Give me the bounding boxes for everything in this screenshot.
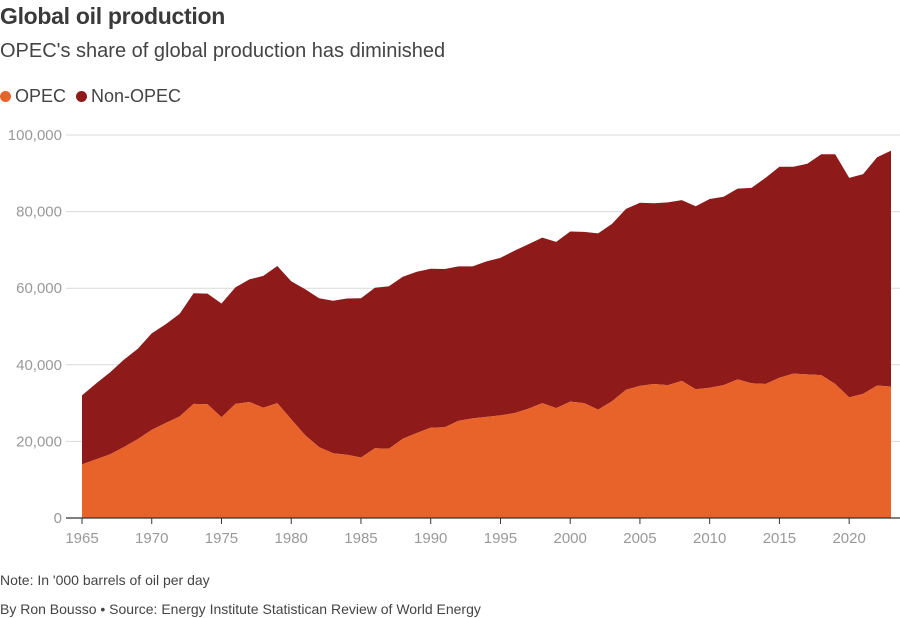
y-tick-label: 60,000: [16, 280, 62, 297]
y-tick-label: 100,000: [8, 127, 62, 144]
area-chart: 0 20,000 40,000 60,000 80,000 100,000 1965 1970…: [8, 127, 900, 547]
legend: OPEC Non-OPEC: [0, 86, 191, 107]
x-tick-label: 2020: [832, 530, 865, 547]
y-tick-label: 0: [54, 510, 62, 527]
legend-label-opec: OPEC: [15, 86, 67, 106]
x-tick-label: 2000: [554, 530, 587, 547]
legend-item-non-opec: Non-OPEC: [76, 86, 181, 107]
footer-byline: By Ron Bousso • Source: Energy Institute…: [0, 601, 481, 617]
chart-subtitle: OPEC's share of global production has di…: [0, 40, 446, 62]
area-non-opec: [82, 150, 891, 465]
legend-swatch-opec: [0, 91, 11, 102]
y-tick-label: 20,000: [16, 433, 62, 450]
x-tick-label: 1980: [275, 530, 308, 547]
x-tick-label: 2010: [693, 530, 726, 547]
x-tick-label: 2005: [623, 530, 656, 547]
y-tick-label: 80,000: [16, 204, 62, 221]
x-tick-label: 1985: [344, 530, 377, 547]
legend-label-non-opec: Non-OPEC: [91, 86, 182, 106]
x-tick-label: 2015: [763, 530, 796, 547]
footer-note: Note: In '000 barrels of oil per day: [0, 572, 210, 588]
area-layer: [82, 150, 891, 518]
chart-title: Global oil production: [0, 3, 225, 29]
area-opec: [82, 373, 891, 518]
x-tick-label: 1965: [65, 530, 98, 547]
legend-item-opec: OPEC: [0, 86, 66, 107]
axis-layer: 0 20,000 40,000 60,000 80,000 100,000 1965 1970…: [8, 127, 900, 547]
x-tick-label: 1990: [414, 530, 447, 547]
y-tick-label: 40,000: [16, 357, 62, 374]
x-tick-label: 1970: [135, 530, 168, 547]
x-tick-label: 1995: [484, 530, 517, 547]
x-tick-label: 1975: [205, 530, 238, 547]
legend-swatch-non-opec: [76, 91, 88, 102]
